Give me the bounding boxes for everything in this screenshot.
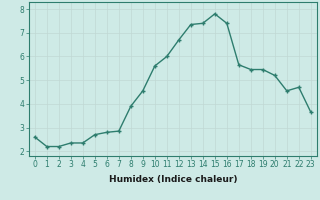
X-axis label: Humidex (Indice chaleur): Humidex (Indice chaleur) (108, 175, 237, 184)
